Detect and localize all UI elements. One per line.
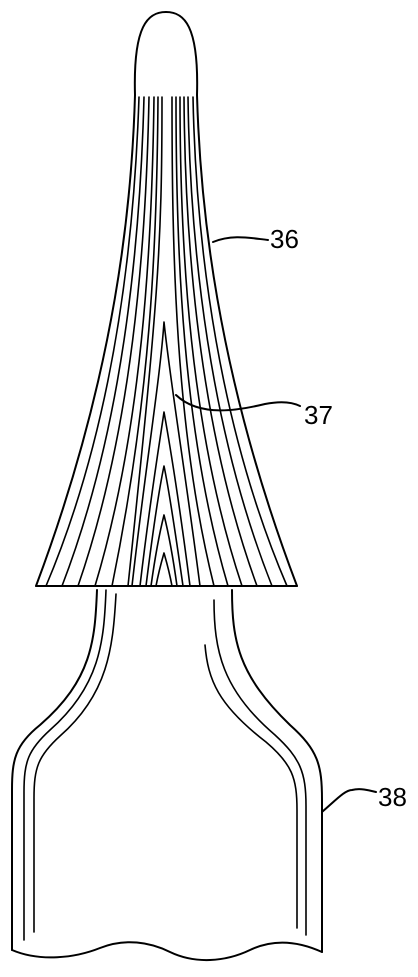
striations [46, 97, 287, 586]
body-inner-left-2 [34, 594, 116, 932]
label-38: 38 [378, 782, 407, 812]
body-inner-right-1 [214, 600, 306, 935]
chevron-2 [140, 412, 190, 586]
chevron-3 [146, 466, 183, 586]
base-body [12, 590, 322, 960]
body-inner-right-2 [205, 645, 297, 928]
tapered-tip [36, 12, 297, 586]
chevron-4 [151, 515, 177, 586]
leader-36 [213, 237, 268, 242]
body-bottom-edge [12, 942, 322, 960]
body-outline-right [232, 590, 322, 952]
chevron-5 [156, 553, 172, 586]
label-36: 36 [270, 224, 299, 254]
tip-outline [36, 12, 297, 586]
body-inner-left-1 [24, 590, 106, 940]
leader-38 [322, 789, 376, 812]
label-37: 37 [304, 400, 333, 430]
